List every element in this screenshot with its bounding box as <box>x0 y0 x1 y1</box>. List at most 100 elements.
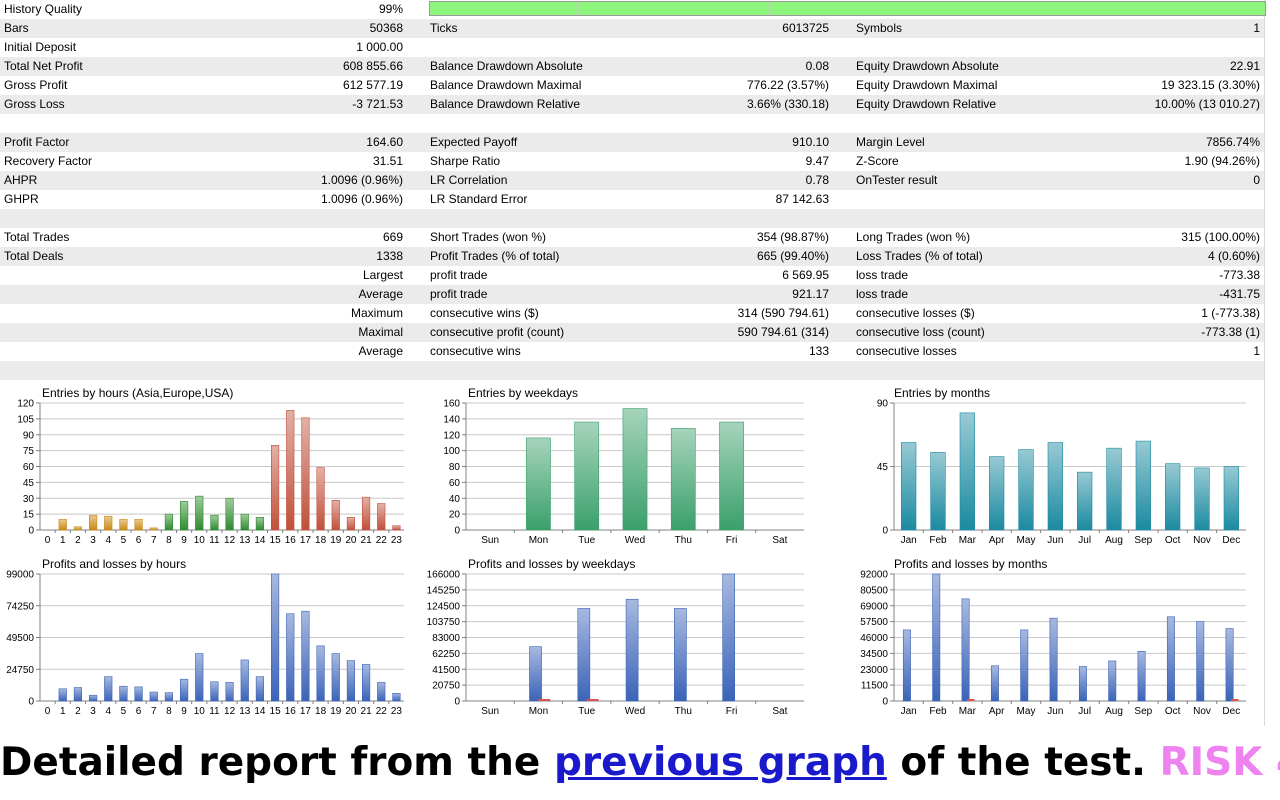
x-tick-label: 16 <box>285 706 297 717</box>
y-tick-label: 15 <box>23 510 35 521</box>
loss-bar <box>586 699 599 701</box>
stat-value: 315 (100.00%) <box>1181 230 1260 244</box>
bar <box>179 501 189 531</box>
bar <box>73 687 83 702</box>
stat-label: profit trade <box>430 268 488 282</box>
x-tick-label: 1 <box>60 706 66 717</box>
stat-value: 612 577.19 <box>342 78 403 92</box>
stat-value: Maximal <box>358 325 403 339</box>
chart-title: Entries by months <box>894 386 991 400</box>
stat-label: Sharpe Ratio <box>430 154 501 168</box>
bar <box>901 442 917 531</box>
bar <box>1077 471 1093 531</box>
y-tick-label: 60 <box>23 462 35 473</box>
x-tick-label: Sat <box>772 535 787 546</box>
bar <box>331 500 340 531</box>
bar <box>1047 442 1063 531</box>
stat-value: 1.90 (94.26%) <box>1184 154 1260 168</box>
bar <box>622 408 648 531</box>
stat-value: 1338 <box>376 249 403 263</box>
bar <box>149 527 158 531</box>
x-tick-label: Jun <box>1047 535 1063 546</box>
stat-value: 1 (-773.38) <box>1201 306 1260 320</box>
bar <box>58 519 67 531</box>
bar <box>1049 617 1058 702</box>
previous-graph-link[interactable]: previous graph <box>553 740 887 785</box>
bar <box>58 688 67 702</box>
x-tick-label: 15 <box>270 706 282 717</box>
bar <box>1135 440 1151 531</box>
stat-label: Balance Drawdown Maximal <box>430 78 582 92</box>
stats-row: Total Trades 669 Short Trades (won %) 354 (… <box>0 228 1264 247</box>
loss-bar <box>538 699 551 701</box>
bar <box>195 495 204 531</box>
y-tick-label: 120 <box>17 399 34 410</box>
bar <box>301 417 310 531</box>
x-tick-label: May <box>1017 706 1036 717</box>
stat-label: Gross Profit <box>4 78 68 92</box>
x-tick-label: Mar <box>959 706 977 717</box>
x-tick-label: Jan <box>901 535 917 546</box>
bar <box>119 519 128 531</box>
x-tick-label: 17 <box>300 535 312 546</box>
x-tick-label: Jul <box>1078 706 1091 717</box>
x-tick-label: 3 <box>90 535 96 546</box>
stat-value: 665 (99.40%) <box>756 249 829 263</box>
chart-pnl-by-hours: 0 24750 49500 74250 99000 0 1 2 3 4 5 6 7 8 9 10 11 12 13 1… <box>0 554 426 724</box>
bar <box>73 526 83 531</box>
stat-label: loss trade <box>856 268 909 282</box>
x-tick-label: 0 <box>45 535 51 546</box>
y-tick-label: 103750 <box>427 617 461 628</box>
bar <box>989 456 1005 531</box>
x-tick-label: Mar <box>959 535 977 546</box>
stat-label: AHPR <box>4 173 38 187</box>
stats-row <box>0 361 1264 380</box>
x-tick-label: 5 <box>121 706 127 717</box>
bar <box>719 421 744 531</box>
x-tick-label: Jun <box>1047 706 1063 717</box>
stat-label: consecutive wins ($) <box>430 306 539 320</box>
x-tick-label: Aug <box>1105 535 1123 546</box>
x-tick-label: 18 <box>315 535 327 546</box>
stat-label: Total Deals <box>4 249 64 263</box>
x-tick-label: Aug <box>1105 706 1123 717</box>
y-tick-label: 166000 <box>427 570 461 581</box>
chart-title: Entries by hours (Asia,Europe,USA) <box>42 386 234 400</box>
bar <box>930 452 946 531</box>
stat-value: 7856.74% <box>1205 135 1260 149</box>
y-tick-label: 45 <box>877 462 889 473</box>
y-tick-label: 57500 <box>860 617 888 628</box>
bar <box>392 693 401 702</box>
bar <box>670 428 696 531</box>
x-tick-label: Sun <box>481 706 499 717</box>
x-tick-label: Jan <box>901 706 917 717</box>
bar <box>961 598 970 702</box>
x-tick-label: 8 <box>166 535 172 546</box>
x-tick-label: 20 <box>345 706 357 717</box>
bar <box>1018 449 1034 531</box>
stat-label: profit trade <box>430 287 488 301</box>
x-tick-label: 7 <box>151 706 157 717</box>
bar <box>625 598 639 702</box>
stat-label: Long Trades (won %) <box>856 230 971 244</box>
x-tick-label: Tue <box>578 535 595 546</box>
x-tick-label: 15 <box>270 535 282 546</box>
x-tick-label: 2 <box>75 535 81 546</box>
y-tick-label: 90 <box>23 430 35 441</box>
stats-row: Profit Factor 164.60 Expected Payoff 910.10… <box>0 133 1264 152</box>
bar <box>240 513 249 531</box>
stats-row: Maximal consecutive profit (count) 590 794… <box>0 323 1264 342</box>
y-tick-label: 0 <box>882 526 888 537</box>
y-tick-label: 30 <box>23 494 35 505</box>
x-tick-label: Sep <box>1134 706 1152 717</box>
stat-label: loss trade <box>856 287 909 301</box>
bar <box>316 645 325 702</box>
x-tick-label: 11 <box>209 706 220 717</box>
y-tick-label: 20750 <box>432 681 460 692</box>
y-tick-label: 0 <box>454 697 460 708</box>
x-tick-label: Thu <box>675 535 692 546</box>
x-tick-label: 10 <box>194 706 206 717</box>
stat-label: Profit Factor <box>4 135 70 149</box>
stat-value: Largest <box>362 268 403 282</box>
